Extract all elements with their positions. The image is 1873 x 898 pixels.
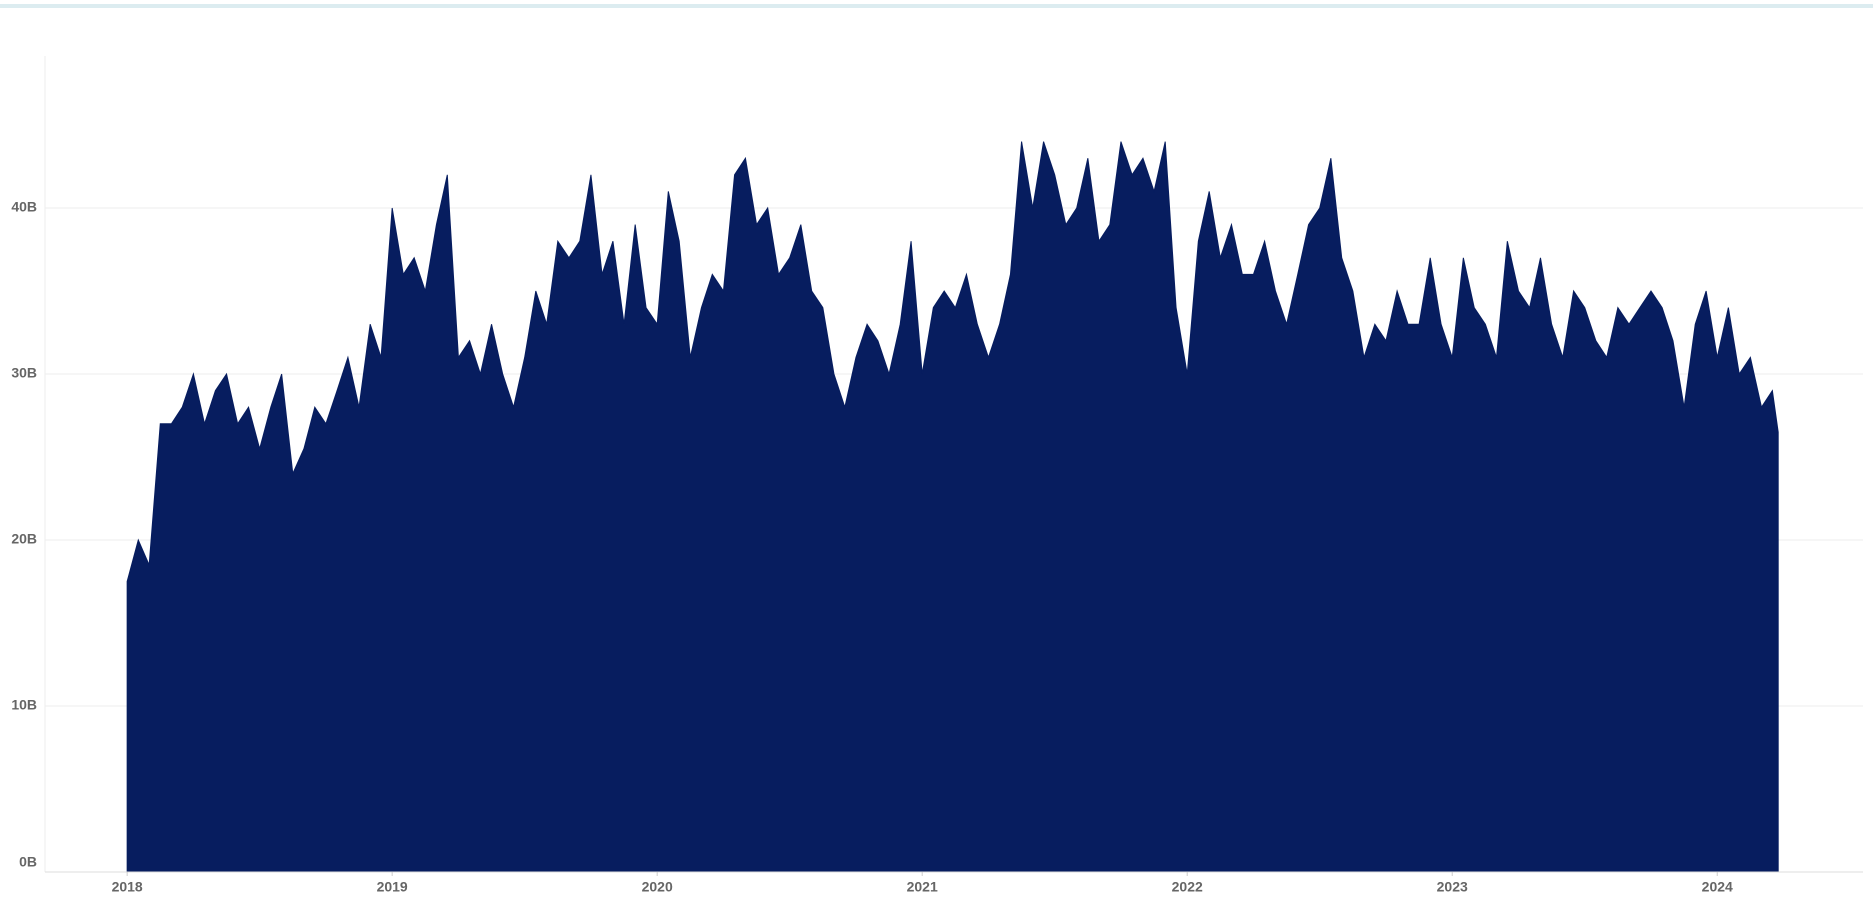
x-tick-label: 2023 [1437,879,1468,895]
x-tick-label: 2018 [112,879,143,895]
y-tick-label: 0B [19,854,37,870]
area [126,141,1779,873]
x-tick-label: 2020 [642,879,673,895]
x-tick-label: 2022 [1172,879,1203,895]
y-tick-label: 40B [11,199,37,215]
y-tick-label: 30B [11,365,37,381]
x-tick-label: 2019 [377,879,408,895]
y-tick-label: 10B [11,697,37,713]
x-tick-label: 2024 [1702,879,1733,895]
top-bar [0,4,1873,8]
x-tick-label: 2021 [907,879,938,895]
y-tick-label: 20B [11,531,37,547]
